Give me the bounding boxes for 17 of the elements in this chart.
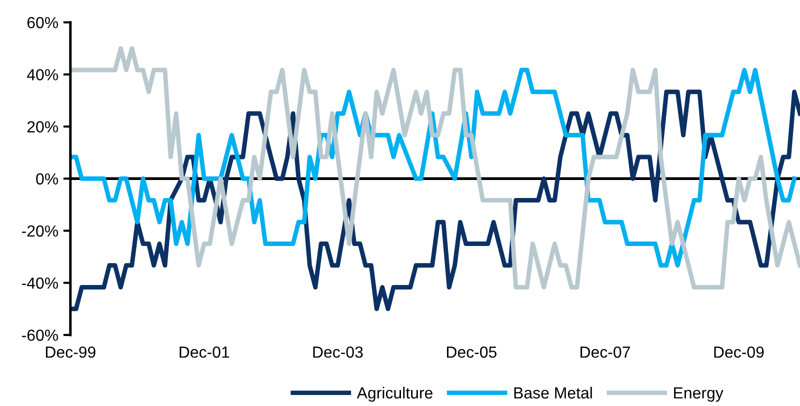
x-tick-label: Dec-01	[180, 346, 230, 358]
x-tick-label: Dec-99	[46, 346, 96, 358]
legend-label: Energy	[674, 387, 724, 402]
y-tick-label: -20%	[22, 225, 58, 237]
x-tick-label: Dec-07	[580, 346, 630, 358]
y-tick-label: 20%	[27, 121, 58, 132]
y-tick-label: 0%	[36, 173, 58, 185]
legend-label: Base Metal	[514, 386, 592, 399]
line-series	[70, 68, 797, 268]
y-tick-label: -60%	[22, 330, 58, 341]
x-tick-label: Dec-03	[313, 346, 363, 358]
y-tick-label: 60%	[27, 16, 58, 28]
x-tick-label: Dec-09	[714, 346, 764, 358]
y-tick-label: -40%	[22, 277, 58, 289]
y-tick-label: 40%	[26, 69, 58, 80]
legend-label: Agriculture	[356, 386, 432, 402]
x-tick-label: Dec-05	[446, 346, 496, 358]
